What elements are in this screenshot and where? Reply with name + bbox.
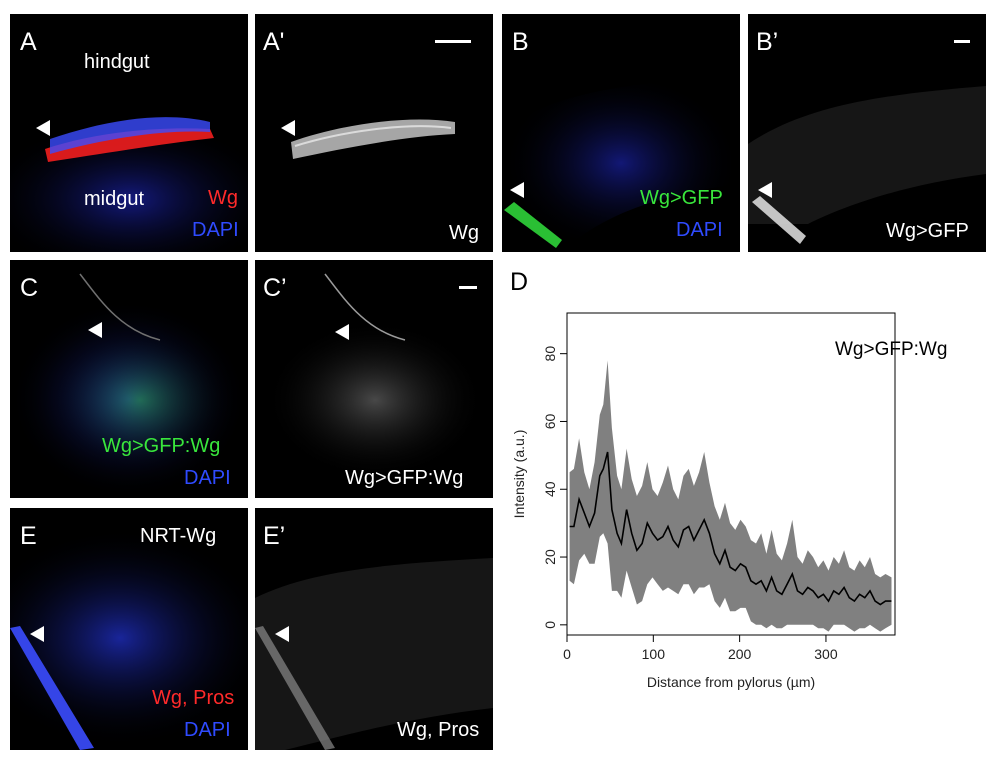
y-tick-label: 60	[542, 413, 558, 429]
panel-c: C Wg>GFP:Wg DAPI	[10, 260, 248, 498]
y-tick-label: 80	[542, 346, 558, 362]
wg-gfp-stain-label: Wg>GFP	[886, 220, 969, 242]
panel-d-label: D	[510, 268, 528, 296]
wg-gfp-wg-stain-label: Wg>GFP:Wg	[345, 467, 464, 489]
panel-a-prime-image	[255, 14, 493, 252]
panel-c-label: C	[20, 274, 39, 302]
panel-a-image	[10, 14, 248, 252]
wg-gfp-stain-label: Wg>GFP	[640, 187, 723, 209]
panel-b-prime-label: B’	[756, 28, 779, 56]
arrowhead-icon	[281, 120, 295, 136]
panel-e-label: E	[20, 522, 37, 550]
dapi-stain-label: DAPI	[676, 219, 723, 241]
hindgut-label: hindgut	[84, 51, 150, 73]
panel-e-prime-label: E’	[263, 522, 286, 550]
x-tick-label: 300	[814, 646, 838, 662]
panel-e-prime-image	[255, 508, 493, 750]
dapi-stain-label: DAPI	[184, 719, 231, 741]
wg-stain-label: Wg	[449, 222, 479, 244]
arrowhead-icon	[335, 324, 349, 340]
panel-e: E NRT-Wg Wg, Pros DAPI	[10, 508, 248, 750]
panel-c-prime: C’ Wg>GFP:Wg	[255, 260, 493, 498]
panel-c-prime-label: C’	[263, 274, 287, 302]
panel-b-label: B	[512, 28, 529, 56]
x-tick-label: 200	[728, 646, 752, 662]
panel-a-prime-label: A'	[263, 28, 285, 56]
panel-b: B Wg>GFP DAPI	[502, 14, 740, 252]
dapi-stain-label: DAPI	[192, 219, 239, 241]
panel-c-prime-image	[255, 260, 493, 498]
arrowhead-icon	[510, 182, 524, 198]
y-axis-label: Intensity (a.u.)	[511, 430, 527, 519]
scale-bar	[459, 286, 477, 289]
plot-frame	[566, 312, 896, 636]
series-annotation: Wg>GFP:Wg	[835, 339, 947, 360]
arrowhead-icon	[88, 322, 102, 338]
scale-bar	[954, 40, 970, 43]
arrowhead-icon	[758, 182, 772, 198]
panel-b-prime-image	[748, 14, 986, 252]
mean-line	[569, 451, 892, 606]
scale-bar	[435, 40, 471, 43]
panel-a: A hindgut midgut Wg DAPI	[10, 14, 248, 252]
y-tick-label: 20	[542, 549, 558, 565]
wg-pros-stain-label: Wg, Pros	[397, 719, 480, 741]
error-band	[569, 360, 892, 632]
arrowhead-icon	[30, 626, 44, 642]
panel-c-image	[10, 260, 248, 498]
panel-a-label: A	[20, 28, 37, 56]
y-tick-label: 0	[542, 621, 558, 629]
x-tick-label: 100	[642, 646, 666, 662]
x-tick-label: 0	[563, 646, 571, 662]
wg-gfp-wg-stain-label: Wg>GFP:Wg	[102, 435, 221, 457]
panel-e-prime: E’ Wg, Pros	[255, 508, 493, 750]
intensity-chart: D 0 100 200 300 0 20 40 60 80 Distance from pylor…	[510, 268, 947, 690]
panel-b-prime: B’ Wg>GFP	[748, 14, 986, 252]
dapi-stain-label: DAPI	[184, 467, 231, 489]
arrowhead-icon	[275, 626, 289, 642]
nrt-wg-label: NRT-Wg	[140, 525, 217, 547]
panel-a-prime: A' Wg	[255, 14, 493, 252]
x-axis-label: Distance from pylorus (µm)	[647, 674, 815, 690]
arrowhead-icon	[36, 120, 50, 136]
panel-b-image	[502, 14, 740, 252]
wg-pros-stain-label: Wg, Pros	[152, 687, 235, 709]
y-tick-label: 40	[542, 481, 558, 497]
midgut-label: midgut	[84, 188, 145, 210]
panel-e-image	[10, 508, 248, 750]
wg-stain-label: Wg	[208, 187, 238, 209]
